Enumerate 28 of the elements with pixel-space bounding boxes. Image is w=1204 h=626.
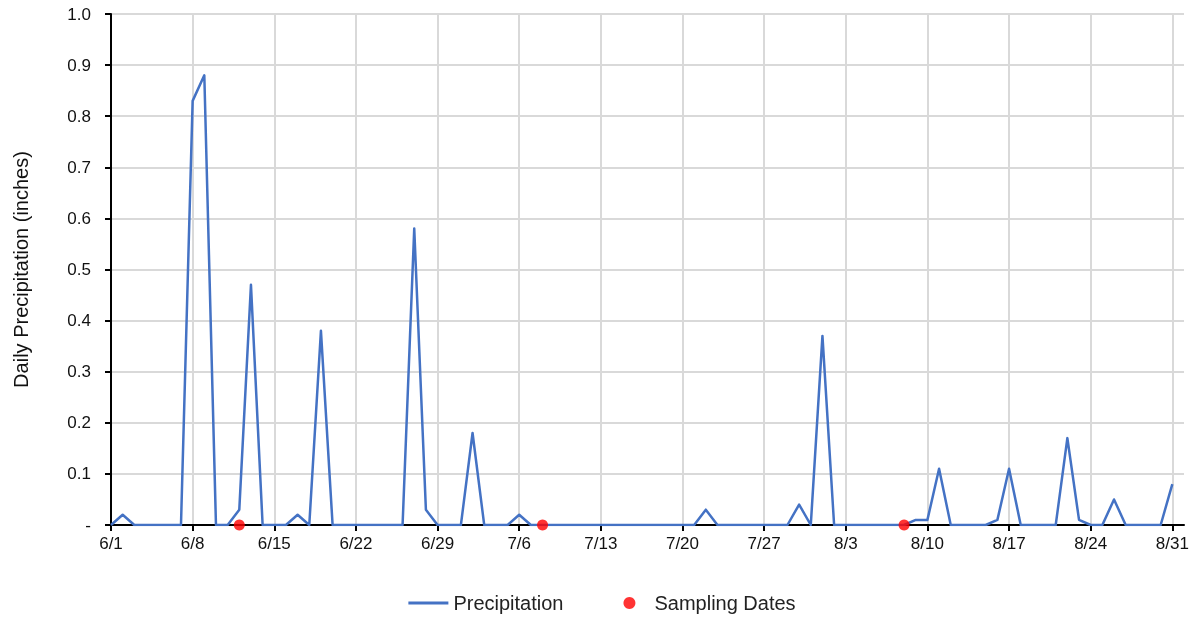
y-tick-label: 0.9 bbox=[67, 55, 91, 75]
y-tick-label: 0.4 bbox=[67, 311, 91, 331]
y-tick-label: 0.7 bbox=[67, 157, 91, 177]
legend-label: Sampling Dates bbox=[654, 592, 796, 614]
y-tick-label: - bbox=[85, 515, 91, 535]
y-tick-label: 1.0 bbox=[67, 4, 91, 24]
y-tick-label: 0.2 bbox=[67, 413, 91, 433]
x-tick-label: 7/13 bbox=[584, 534, 618, 553]
x-tick-label: 6/8 bbox=[180, 534, 205, 553]
x-tick-label: 6/22 bbox=[339, 534, 373, 553]
y-tick-label: 0.5 bbox=[67, 260, 91, 279]
y-axis-title: Daily Precipitation (inches) bbox=[10, 151, 32, 388]
y-tick-label: 0.6 bbox=[67, 208, 91, 228]
x-tick-label: 6/15 bbox=[257, 534, 291, 553]
x-tick-label: 7/20 bbox=[665, 534, 700, 553]
x-tick-label: 8/3 bbox=[833, 534, 858, 553]
x-tick-label: 7/27 bbox=[747, 534, 781, 553]
x-tick-label: 8/24 bbox=[1074, 534, 1108, 553]
y-tick-label: 0.8 bbox=[67, 106, 91, 126]
y-tick-label: 0.3 bbox=[67, 362, 91, 382]
x-tick-label: 6/1 bbox=[99, 534, 123, 553]
x-tick-label: 7/6 bbox=[507, 534, 532, 553]
x-tick-label: 8/17 bbox=[992, 534, 1026, 553]
y-tick-label: 0.1 bbox=[67, 464, 91, 484]
x-tick-label: 6/29 bbox=[421, 534, 455, 553]
x-tick-label: 8/31 bbox=[1155, 534, 1189, 553]
legend-label: Precipitation bbox=[453, 592, 564, 614]
x-tick-label: 8/10 bbox=[910, 534, 944, 553]
